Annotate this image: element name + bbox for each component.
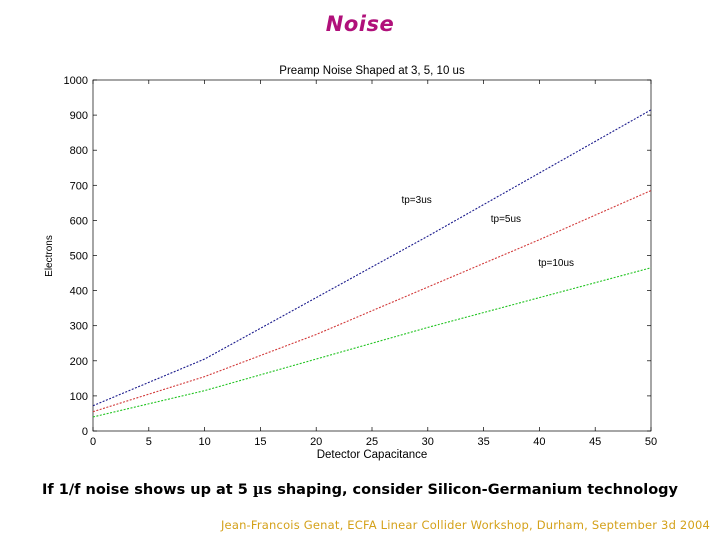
footer-credit: Jean-Francois Genat, ECFA Linear Collide… xyxy=(220,518,710,532)
series-label-tp=5us: tp=5us xyxy=(491,214,521,225)
x-tick-label: 40 xyxy=(533,436,545,448)
y-tick-label: 500 xyxy=(70,251,88,263)
y-tick-label: 100 xyxy=(70,391,88,403)
noise-line-chart: Preamp Noise Shaped at 3, 5, 10 us 01002… xyxy=(44,65,657,461)
y-tick-label: 600 xyxy=(70,215,88,227)
y-tick-label: 200 xyxy=(70,356,88,368)
y-axis-label: Electrons xyxy=(44,235,55,277)
x-tick-label: 10 xyxy=(198,436,210,448)
caption-text-start: If 1/f noise shows up at 5 xyxy=(42,482,253,498)
x-tick-label: 25 xyxy=(366,436,378,448)
mu-symbol: µ xyxy=(252,481,264,498)
series-line-tp=10us xyxy=(92,267,652,418)
y-tick-label: 400 xyxy=(70,286,88,298)
series-label-tp=3us: tp=3us xyxy=(401,195,431,206)
series-lines xyxy=(92,109,652,418)
y-tick-label: 300 xyxy=(70,321,88,333)
x-tick-label: 20 xyxy=(310,436,322,448)
series-line-tp=5us xyxy=(92,190,652,413)
y-tick-label: 900 xyxy=(70,110,88,122)
x-tick-label: 15 xyxy=(254,436,266,448)
y-tick-label: 700 xyxy=(70,180,88,192)
y-axis: 0 100 200 300 400 500 600 700 800 900 1000 xyxy=(64,75,651,438)
caption: If 1/f noise shows up at 5 µs shaping, c… xyxy=(0,481,720,498)
series-labels: tp=3us tp=5us tp=10us xyxy=(401,195,574,269)
x-tick-label: 45 xyxy=(589,436,601,448)
y-tick-label: 800 xyxy=(70,145,88,157)
caption-text-end: s shaping, consider Silicon-Germanium te… xyxy=(263,482,678,498)
x-tick-label: 0 xyxy=(90,436,96,448)
chart-title: Preamp Noise Shaped at 3, 5, 10 us xyxy=(279,65,465,77)
y-tick-label: 1000 xyxy=(64,75,88,87)
series-line-tp=3us xyxy=(92,109,652,407)
slide-title: Noise xyxy=(325,12,395,36)
x-axis: 0 5 10 15 20 25 30 35 40 45 50 xyxy=(90,80,657,448)
y-tick-label: 0 xyxy=(82,426,88,438)
series-label-tp=10us: tp=10us xyxy=(538,258,574,269)
plot-frame xyxy=(92,79,652,432)
x-tick-label: 30 xyxy=(422,436,434,448)
x-tick-label: 5 xyxy=(146,436,152,448)
x-tick-label: 50 xyxy=(645,436,657,448)
x-axis-label: Detector Capacitance xyxy=(317,449,428,461)
x-tick-label: 35 xyxy=(477,436,489,448)
